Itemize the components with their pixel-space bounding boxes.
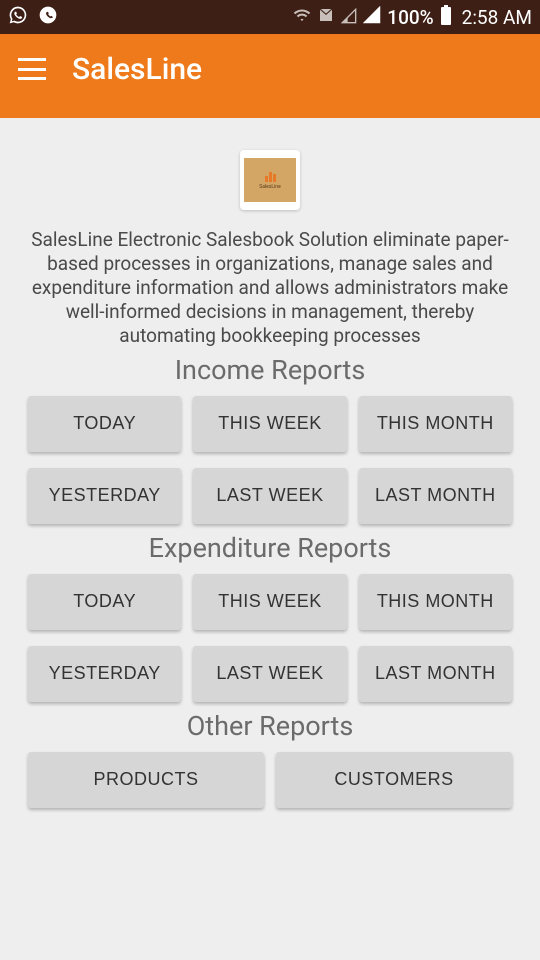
battery-icon	[440, 5, 452, 30]
main-content: SalesLine SalesLine Electronic Salesbook…	[0, 118, 540, 808]
other-reports-title: Other Reports	[12, 710, 528, 742]
expenditure-buttons-row2: YESTERDAY LAST WEEK LAST MONTH	[12, 646, 528, 702]
signal-weak-icon	[341, 6, 357, 29]
logo-image: SalesLine	[244, 158, 296, 202]
signal-full-icon	[363, 6, 381, 29]
expenditure-reports-title: Expenditure Reports	[12, 532, 528, 564]
income-today-button[interactable]: TODAY	[28, 396, 181, 452]
status-right-icons: 100% 2:58 AM	[293, 5, 532, 30]
app-bar: SalesLine	[0, 34, 540, 118]
products-button[interactable]: PRODUCTS	[28, 752, 264, 808]
expenditure-buttons-row1: TODAY THIS WEEK THIS MONTH	[12, 574, 528, 630]
battery-percentage: 100%	[387, 6, 433, 29]
app-description: SalesLine Electronic Salesbook Solution …	[12, 228, 528, 348]
clock-time: 2:58 AM	[462, 6, 532, 29]
expenditure-yesterday-button[interactable]: YESTERDAY	[28, 646, 181, 702]
income-reports-title: Income Reports	[12, 354, 528, 386]
phone-icon	[38, 5, 58, 30]
income-buttons-row1: TODAY THIS WEEK THIS MONTH	[12, 396, 528, 452]
income-this-week-button[interactable]: THIS WEEK	[193, 396, 346, 452]
customers-button[interactable]: CUSTOMERS	[276, 752, 512, 808]
income-last-week-button[interactable]: LAST WEEK	[193, 468, 346, 524]
expenditure-this-month-button[interactable]: THIS MONTH	[359, 574, 512, 630]
other-buttons-row: PRODUCTS CUSTOMERS	[12, 752, 528, 808]
expenditure-last-month-button[interactable]: LAST MONTH	[359, 646, 512, 702]
whatsapp-icon	[8, 5, 28, 30]
expenditure-this-week-button[interactable]: THIS WEEK	[193, 574, 346, 630]
logo-brand-text: SalesLine	[259, 184, 280, 190]
income-yesterday-button[interactable]: YESTERDAY	[28, 468, 181, 524]
app-title: SalesLine	[72, 52, 202, 87]
menu-icon[interactable]	[18, 58, 46, 80]
income-last-month-button[interactable]: LAST MONTH	[359, 468, 512, 524]
app-logo: SalesLine	[240, 150, 300, 210]
income-buttons-row2: YESTERDAY LAST WEEK LAST MONTH	[12, 468, 528, 524]
status-bar: 100% 2:58 AM	[0, 0, 540, 34]
mail-icon	[317, 6, 335, 29]
expenditure-last-week-button[interactable]: LAST WEEK	[193, 646, 346, 702]
expenditure-today-button[interactable]: TODAY	[28, 574, 181, 630]
status-left-icons	[8, 5, 58, 30]
wifi-icon	[293, 6, 311, 29]
income-this-month-button[interactable]: THIS MONTH	[359, 396, 512, 452]
